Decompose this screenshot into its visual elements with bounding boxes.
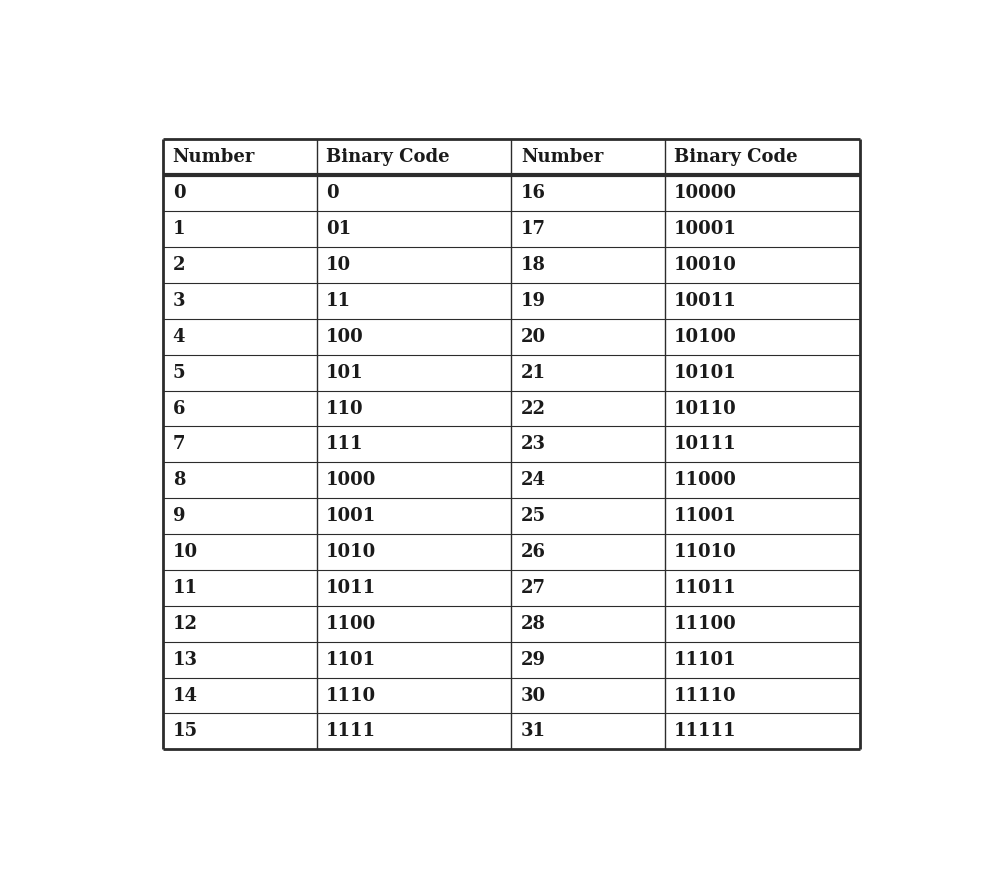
Text: 0: 0 <box>325 184 338 202</box>
Text: 19: 19 <box>521 292 546 310</box>
Text: 29: 29 <box>521 650 546 669</box>
Text: 17: 17 <box>521 220 546 238</box>
Text: 13: 13 <box>173 650 198 669</box>
Text: 18: 18 <box>521 256 546 274</box>
Text: 10011: 10011 <box>674 292 737 310</box>
Text: 10001: 10001 <box>674 220 737 238</box>
Text: 7: 7 <box>173 436 186 453</box>
Text: 0: 0 <box>173 184 186 202</box>
Text: 12: 12 <box>173 615 198 633</box>
Text: 11000: 11000 <box>674 472 737 489</box>
Text: 4: 4 <box>173 327 186 346</box>
Text: 110: 110 <box>325 400 363 417</box>
Text: 31: 31 <box>521 722 546 740</box>
Text: 1111: 1111 <box>325 722 376 740</box>
Text: 11010: 11010 <box>674 543 737 561</box>
Bar <box>164 140 859 750</box>
Text: 5: 5 <box>173 363 186 382</box>
Text: 11101: 11101 <box>674 650 737 669</box>
Text: 10100: 10100 <box>674 327 737 346</box>
Text: 24: 24 <box>521 472 546 489</box>
Text: 11100: 11100 <box>674 615 737 633</box>
Text: 3: 3 <box>173 292 186 310</box>
Text: 21: 21 <box>521 363 546 382</box>
Text: 15: 15 <box>173 722 198 740</box>
Text: 1: 1 <box>173 220 186 238</box>
Text: 28: 28 <box>521 615 546 633</box>
Text: 1010: 1010 <box>325 543 376 561</box>
Text: 14: 14 <box>173 686 198 705</box>
Text: 27: 27 <box>521 579 546 597</box>
Text: 9: 9 <box>173 507 186 525</box>
Text: 30: 30 <box>521 686 546 705</box>
Text: 111: 111 <box>325 436 363 453</box>
Text: 26: 26 <box>521 543 546 561</box>
Text: 11: 11 <box>173 579 198 597</box>
Text: 2: 2 <box>173 256 186 274</box>
Text: 6: 6 <box>173 400 186 417</box>
Text: 11001: 11001 <box>674 507 737 525</box>
Text: 11111: 11111 <box>674 722 737 740</box>
Text: Number: Number <box>521 149 603 166</box>
Text: 101: 101 <box>325 363 363 382</box>
Text: 20: 20 <box>521 327 546 346</box>
Text: 22: 22 <box>521 400 546 417</box>
Text: Binary Code: Binary Code <box>674 149 797 166</box>
Text: 1100: 1100 <box>325 615 376 633</box>
Text: Number: Number <box>173 149 255 166</box>
Text: 11: 11 <box>325 292 351 310</box>
Text: 10: 10 <box>173 543 198 561</box>
Text: 100: 100 <box>325 327 363 346</box>
Text: 1001: 1001 <box>325 507 376 525</box>
Text: 8: 8 <box>173 472 186 489</box>
Text: 10111: 10111 <box>674 436 737 453</box>
Text: 1110: 1110 <box>325 686 376 705</box>
Text: 10010: 10010 <box>674 256 737 274</box>
Text: 10: 10 <box>325 256 351 274</box>
Text: 01: 01 <box>325 220 351 238</box>
Text: 16: 16 <box>521 184 546 202</box>
Text: 1011: 1011 <box>325 579 376 597</box>
Text: 1000: 1000 <box>325 472 376 489</box>
Text: 10000: 10000 <box>674 184 737 202</box>
Text: 10110: 10110 <box>674 400 737 417</box>
Text: 11011: 11011 <box>674 579 737 597</box>
Text: 1101: 1101 <box>325 650 376 669</box>
Text: 11110: 11110 <box>674 686 737 705</box>
Text: 23: 23 <box>521 436 546 453</box>
Text: Binary Code: Binary Code <box>325 149 449 166</box>
Text: 25: 25 <box>521 507 546 525</box>
Text: 10101: 10101 <box>674 363 737 382</box>
